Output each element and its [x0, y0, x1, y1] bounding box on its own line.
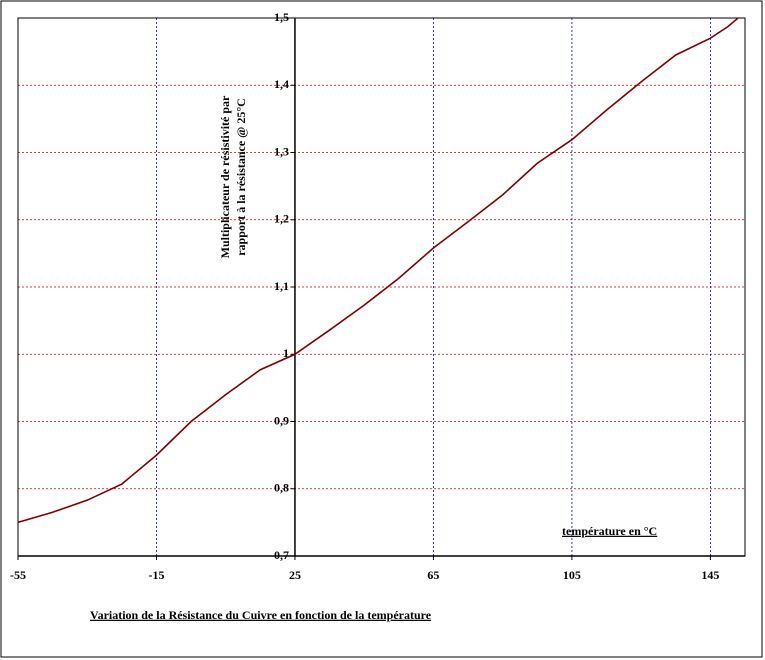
y-tick-label: 0,7: [274, 548, 289, 562]
y-axis-label: Multiplicateur de résistivité par rappor…: [218, 95, 248, 258]
y-tick-label: 1: [283, 346, 289, 360]
y-tick-label: 1,4: [274, 77, 289, 91]
grid: [17, 17, 745, 557]
x-tick-label: -55: [10, 568, 26, 582]
y-axis-label-line: rapport à la résistance @ 25°C: [234, 98, 248, 256]
y-tick-label: 0,9: [274, 413, 289, 427]
y-tick-label: 1,3: [274, 144, 289, 158]
x-tick-label: -15: [148, 568, 164, 582]
chart-title: Variation de la Résistance du Cuivre en …: [90, 608, 432, 622]
x-tick-label: 105: [563, 568, 581, 582]
y-tick-label: 1,5: [274, 10, 289, 24]
y-tick-label: 1,1: [274, 279, 289, 293]
x-tick-label: 145: [701, 568, 719, 582]
y-tick-label: 0,8: [274, 481, 289, 495]
x-tick-label: 65: [427, 568, 439, 582]
y-tick-label: 1,2: [274, 212, 289, 226]
x-axis-label: température en °C: [562, 524, 657, 538]
y-axis-label-line: Multiplicateur de résistivité par: [218, 95, 232, 258]
x-tick-label: 25: [289, 568, 301, 582]
data-line: [17, 17, 739, 524]
